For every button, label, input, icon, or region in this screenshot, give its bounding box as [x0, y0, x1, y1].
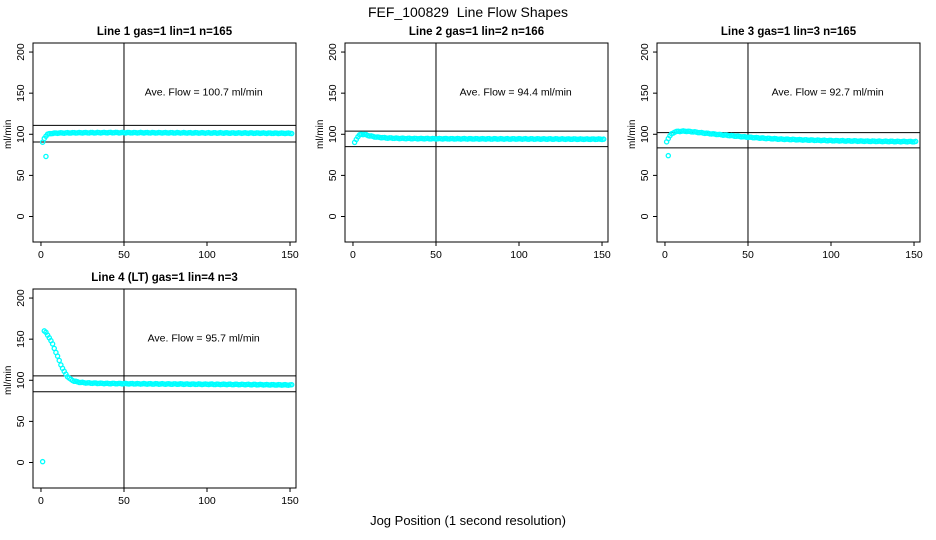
y-tick-label: 50 — [15, 415, 27, 427]
subplot-line-2: 0 50 100 150 0 50 100 150 200 ml/min Line 2 gas=1 … — [315, 26, 611, 261]
x-tick-label: 50 — [118, 495, 130, 507]
y-tick-label: 0 — [327, 213, 339, 219]
y-tick-label: 50 — [15, 169, 27, 181]
x-axis-label: Jog Position (1 second resolution) — [370, 513, 566, 528]
y-tick-label: 0 — [639, 213, 651, 219]
y-tick-label: 50 — [639, 169, 651, 181]
y-tick-label: 0 — [15, 213, 27, 219]
y-tick-label: 100 — [15, 125, 27, 143]
subplot-title: Line 4 (LT) gas=1 lin=4 n=3 — [91, 272, 237, 284]
y-axis-title: ml/min — [315, 120, 326, 149]
subplot-title: Line 3 gas=1 lin=3 n=165 — [721, 26, 857, 38]
y-tick-label: 200 — [327, 43, 339, 61]
y-tick-label: 100 — [15, 371, 27, 389]
x-tick-label: 150 — [281, 495, 299, 507]
ave-flow-annotation: Ave. Flow = 94.4 ml/min — [460, 87, 572, 99]
plot-box — [656, 42, 921, 243]
subplot-line-4: 0 50 100 150 0 50 100 150 200 ml/min Line 4 (LT) g… — [3, 272, 299, 507]
x-tick-label: 100 — [198, 495, 216, 507]
data-point — [288, 130, 295, 137]
x-tick-label: 50 — [118, 249, 130, 261]
y-tick-label: 0 — [15, 459, 27, 465]
x-tick-label: 100 — [822, 249, 840, 261]
x-tick-label: 150 — [593, 249, 611, 261]
plot-box — [344, 42, 609, 243]
y-tick-label: 150 — [327, 84, 339, 102]
data-point — [56, 357, 62, 364]
outlier-point — [39, 458, 46, 465]
y-axis-title: ml/min — [3, 366, 14, 395]
data-point — [49, 341, 56, 347]
x-tick-label: 0 — [662, 249, 668, 261]
subplot-title: Line 2 gas=1 lin=2 n=166 — [409, 26, 544, 38]
x-tick-label: 50 — [430, 249, 442, 261]
y-tick-label: 150 — [15, 330, 27, 348]
plot-box — [32, 42, 297, 243]
subplot-line-3: 0 50 100 150 0 50 100 150 200 ml/min Line 3 gas=1 … — [627, 26, 923, 261]
x-tick-label: 100 — [510, 249, 528, 261]
outlier-point — [43, 153, 49, 160]
y-tick-label: 100 — [639, 125, 651, 143]
x-tick-label: 0 — [38, 495, 44, 507]
y-axis-title: ml/min — [3, 120, 14, 149]
y-tick-label: 150 — [15, 84, 27, 102]
outlier-point — [665, 152, 672, 159]
x-tick-label: 150 — [281, 249, 299, 261]
y-tick-label: 150 — [639, 84, 651, 102]
ave-flow-annotation: Ave. Flow = 92.7 ml/min — [772, 87, 884, 99]
subplot-line-1: 0 50 100 150 0 50 100 150 200 ml/min Line 1 gas=1 … — [3, 26, 299, 261]
data-point — [912, 138, 919, 145]
subplot-title: Line 1 gas=1 lin=1 n=165 — [97, 26, 233, 38]
x-tick-label: 50 — [742, 249, 754, 261]
plot-box — [32, 288, 297, 489]
y-tick-label: 50 — [327, 169, 339, 181]
y-tick-label: 200 — [15, 43, 27, 61]
data-point — [600, 136, 607, 142]
data-point — [288, 381, 295, 388]
figure-title: FEF_100829 Line Flow Shapes — [367, 4, 568, 20]
y-axis-title: ml/min — [627, 120, 638, 149]
x-tick-label: 150 — [905, 249, 923, 261]
x-tick-label: 0 — [350, 249, 356, 261]
ave-flow-annotation: Ave. Flow = 95.7 ml/min — [148, 333, 260, 345]
ave-flow-annotation: Ave. Flow = 100.7 ml/min — [145, 87, 263, 99]
x-tick-label: 0 — [38, 249, 44, 261]
y-tick-label: 200 — [639, 43, 651, 61]
data-point — [54, 353, 61, 359]
y-tick-label: 200 — [15, 289, 27, 307]
y-tick-label: 100 — [327, 125, 339, 143]
x-tick-label: 100 — [198, 249, 216, 261]
